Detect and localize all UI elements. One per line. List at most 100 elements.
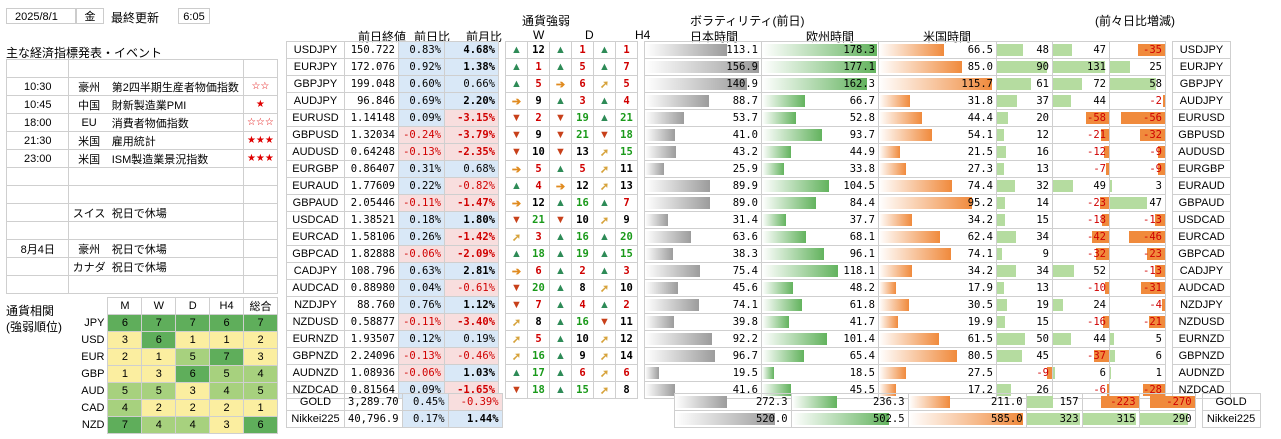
chg-eu-bar [1053,44,1072,56]
extras-table: GOLD 3,289.70 0.45% -0.39% 272.3 236.3 211.0 15… [286,393,1261,428]
gap [499,161,506,178]
correlation-rank: 2 [107,348,143,366]
vol-us-bar [879,44,944,56]
strength-w-arrow-icon: ➚ [505,347,528,365]
vol-eu-bar [762,265,839,277]
strength-w-rank: 20 [527,279,550,297]
chg-jp: 20 [996,109,1053,127]
chg-us-bar [1157,146,1165,158]
vol-jp-value: 156.9 [726,61,758,73]
gap [1166,93,1173,110]
chg-us-value: 290 [1172,413,1192,425]
correlation-row: USD 3 6 1 1 2 [78,331,278,349]
vol-jp-value: 140.9 [726,78,758,90]
strength-h4-rank: 14 [615,347,638,365]
chg-eu-value: -21 [1087,129,1106,141]
strength-w-rank: 18 [527,381,550,399]
vol-us-bar [879,367,906,379]
strength-d-arrow-icon: ▼ [549,126,572,144]
chg-eu-value: -10 [1087,282,1106,294]
pair-row: EURGBP 0.86407 0.31% 0.68% ➔ 5 ▲ 5 ➚ 11 25.9 33.8 27… [286,160,1231,178]
month-change: 0.66% [444,75,499,93]
chg-eu-bar [1100,396,1139,408]
down-arrow-icon: ▼ [511,299,522,311]
vol-us-value: 31.8 [967,95,993,107]
vol-jp: 92.2 [644,330,762,348]
vol-eu-value: 84.4 [849,197,875,209]
chg-eu: 131 [1052,58,1110,76]
month-change: 1.03% [444,364,499,382]
event-name [108,221,244,240]
chg-jp-value: 48 [1036,44,1049,56]
chg-us: -23 [1109,245,1166,263]
vol-jp-bar [645,163,664,175]
chg-eu-bar [1104,146,1109,158]
chg-jp-value: 34 [1036,265,1049,277]
vol-us: 19.9 [878,313,997,331]
vol-us: 30.5 [878,296,997,314]
gap [499,365,506,382]
vol-eu-value: 101.4 [843,333,875,345]
strength-d-arrow-icon: ▲ [549,313,572,331]
up-arrow-icon: ▲ [555,197,566,209]
vol-us: 74.1 [878,245,997,263]
chg-us: -32 [1109,126,1166,144]
chg-us: 58 [1109,75,1166,93]
strength-h4-arrow-icon: ➚ [593,347,616,365]
chg-jp-bar [997,61,1047,73]
chg-eu: 315 [1081,410,1140,428]
chg-jp-bar [997,78,1031,90]
chg-us-value: -13 [1143,214,1162,226]
gap [638,93,645,110]
chg-jp: 14 [996,194,1053,212]
pair-name-right: NZDUSD [1172,313,1231,331]
strength-h4-rank: 10 [615,279,638,297]
strength-h4-arrow-icon: ▲ [593,92,616,110]
strength-d-arrow-icon: ▲ [549,330,572,348]
correlation-rank: 4 [209,382,244,400]
strength-w-rank: 12 [527,41,550,59]
chg-us: -4 [1109,296,1166,314]
right-arrow-icon: ➚ [599,163,610,176]
chg-jp: -9 [996,364,1053,382]
pair-name: EURGBP [286,160,345,178]
chg-eu-bar [1092,231,1109,243]
chg-us-value: -35 [1143,44,1162,56]
chg-eu-bar [1053,265,1074,277]
chg-eu-value: 52 [1093,265,1106,277]
chg-us-bar [1154,214,1165,226]
down-arrow-icon: ▼ [511,384,522,396]
vol-eu-bar [762,316,789,328]
extra-month-change: 1.44% [447,410,503,428]
vol-jp-value: 75.4 [732,265,758,277]
vol-jp-value: 41.0 [732,129,758,141]
day-change: -0.11% [398,194,445,212]
gap [1166,297,1173,314]
strength-h4-rank: 13 [615,177,638,195]
vol-eu-value: 48.2 [849,282,875,294]
strength-h4-arrow-icon: ▲ [593,41,616,59]
vol-eu-value: 178.3 [843,44,875,56]
correlation-header-row: M W D H4 総合 [78,297,278,315]
chg-eu-bar [1082,413,1137,425]
pair-name: EURJPY [286,58,345,76]
vol-eu-value: 236.3 [872,396,905,408]
chg-jp: 157 [1025,393,1083,411]
pair-name: EURAUD [286,177,345,195]
vol-jp-bar [645,231,692,243]
chg-us: -35 [1109,41,1166,59]
correlation-rank: 4 [243,365,278,383]
vol-jp: 31.4 [644,211,762,229]
strength-d-rank: 5 [571,58,594,76]
vol-jp-bar [645,350,716,362]
strength-w-arrow-icon: ➔ [505,92,528,110]
vol-us-value: 21.5 [967,146,993,158]
correlation-rank: 5 [141,382,177,400]
vol-jp: 75.4 [644,262,762,280]
event-stars: ☆☆☆ [242,113,279,132]
strength-w-rank: 9 [527,126,550,144]
vol-eu: 177.1 [761,58,879,76]
vol-us: 61.5 [878,330,997,348]
gap [1166,59,1173,76]
event-name: 祝日で休場 [108,203,244,222]
